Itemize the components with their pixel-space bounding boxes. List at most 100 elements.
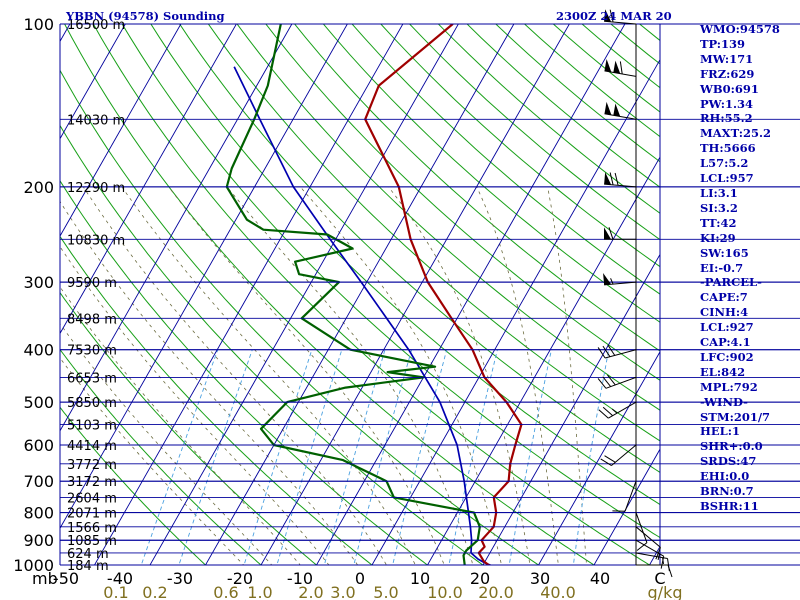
- wind-barb: [604, 172, 637, 188]
- height-label: 624 m: [67, 547, 109, 562]
- dry-adiabat: [60, 291, 318, 565]
- index-line: FRZ:629: [700, 66, 755, 81]
- index-line: TT:42: [700, 215, 737, 230]
- index-line: LI:3.1: [700, 185, 738, 200]
- isotherm: [371, 58, 660, 565]
- wind-barb-shaft: [604, 70, 637, 77]
- index-line: -WIND-: [700, 394, 748, 409]
- mixing-ratio-label: 1.0: [247, 583, 272, 600]
- index-line: -PARCEL-: [700, 275, 762, 290]
- mixing-ratio-line: [243, 349, 313, 565]
- pressure-label: 600: [23, 436, 54, 455]
- height-label: 1085 m: [67, 534, 117, 549]
- wind-barb-full: [597, 347, 606, 359]
- wind-barb-full: [614, 172, 619, 186]
- mixing-ratio-line: [353, 349, 413, 565]
- index-line: SHR+:0.0: [700, 439, 763, 454]
- pressure-label: 900: [23, 531, 54, 550]
- wind-barb-full: [607, 344, 616, 356]
- wind-barb-full: [655, 547, 661, 560]
- wind-barb-shaft: [608, 401, 637, 419]
- height-label: 7530 m: [67, 344, 117, 359]
- wind-barb: [597, 374, 637, 389]
- moist-adiabat: [547, 186, 587, 565]
- wind-barb-shaft: [604, 20, 637, 25]
- moist-adiabat: [388, 186, 531, 565]
- wind-barb: [604, 101, 637, 120]
- wind-barb: [612, 481, 637, 512]
- wind-barb: [635, 512, 648, 551]
- dry-adiabat: [60, 124, 484, 565]
- wind-barb-full: [619, 61, 623, 75]
- height-label: 6653 m: [67, 371, 117, 386]
- mixing-ratio-label: g/kg: [648, 583, 683, 600]
- wind-barb: [597, 344, 637, 359]
- wind-barb-full: [597, 378, 607, 389]
- wind-barb-full: [602, 345, 611, 357]
- index-line: WB0:691: [700, 81, 759, 96]
- temperature-tick-label: 0: [355, 569, 365, 588]
- pressure-label: 200: [23, 178, 54, 197]
- index-line: MAXT:25.2: [700, 126, 771, 141]
- isotherm: [482, 253, 660, 565]
- mixing-ratio-label: 3.0: [330, 583, 355, 600]
- index-line: STM:201/7: [700, 409, 771, 424]
- dry-adiabat: [380, 24, 660, 268]
- mixing-ratio-label: 2.0: [298, 583, 323, 600]
- isotherm: [537, 350, 660, 565]
- height-label: 184 m: [67, 559, 109, 574]
- index-line: TP:139: [700, 36, 746, 51]
- wind-barb: [598, 401, 637, 419]
- isotherm: [315, 24, 626, 565]
- wind-barb-shaft: [624, 481, 637, 512]
- dry-adiabat: [351, 24, 660, 295]
- index-line: HEL:1: [700, 424, 740, 439]
- wind-barb-shaft: [604, 349, 637, 359]
- index-line: SW:165: [700, 245, 749, 260]
- temperature-tick-label: -40: [107, 569, 133, 588]
- moist-adiabat: [226, 186, 474, 565]
- height-label: 14030 m: [67, 113, 125, 128]
- axis-unit-mb: mb: [32, 569, 58, 588]
- index-line: MW:171: [700, 51, 754, 66]
- index-line: BRN:0.7: [700, 484, 754, 499]
- index-line: EL:842: [700, 364, 746, 379]
- wind-barb: [604, 9, 637, 25]
- index-line: L57:5.2: [700, 156, 749, 171]
- dry-adiabat: [64, 24, 595, 565]
- wind-barb-half: [610, 278, 614, 285]
- wind-barb-flag: [604, 172, 612, 185]
- wind-barb-flag: [604, 227, 611, 240]
- index-line: BSHR:11: [700, 499, 759, 513]
- mixing-ratio-label: 20.0: [478, 583, 514, 600]
- mixing-ratio-label: 5.0: [373, 583, 398, 600]
- wind-barb: [635, 539, 665, 569]
- mixing-ratio-label: 0.6: [213, 583, 238, 600]
- moist-adiabat: [60, 246, 330, 565]
- isotherm: [93, 24, 404, 565]
- isotherm: [149, 24, 459, 565]
- isotherm: [204, 24, 515, 565]
- wind-barb: [635, 526, 661, 560]
- wind-barb-full: [636, 542, 648, 551]
- mixing-ratio-line: [178, 349, 253, 565]
- moist-adiabat: [168, 186, 445, 565]
- wind-barb: [604, 227, 636, 240]
- pressure-label: 400: [23, 341, 54, 360]
- wind-barb-full: [608, 227, 614, 240]
- temperature-tick-label: 40: [590, 569, 610, 588]
- mixing-ratio-line: [508, 349, 552, 565]
- dry-adiabat: [60, 348, 262, 565]
- dry-adiabat: [60, 406, 207, 565]
- pressure-label: 100: [23, 15, 54, 34]
- pressure-label: 1000: [13, 556, 54, 575]
- index-line: KI:29: [700, 230, 736, 245]
- height-label: 10830 m: [67, 233, 125, 248]
- isotherm: [60, 24, 71, 43]
- dry-adiabat: [265, 24, 660, 381]
- wind-barb-full: [602, 406, 613, 417]
- height-label: 2604 m: [67, 491, 117, 506]
- dry-adiabat: [179, 24, 660, 473]
- height-label: 3772 m: [67, 458, 117, 473]
